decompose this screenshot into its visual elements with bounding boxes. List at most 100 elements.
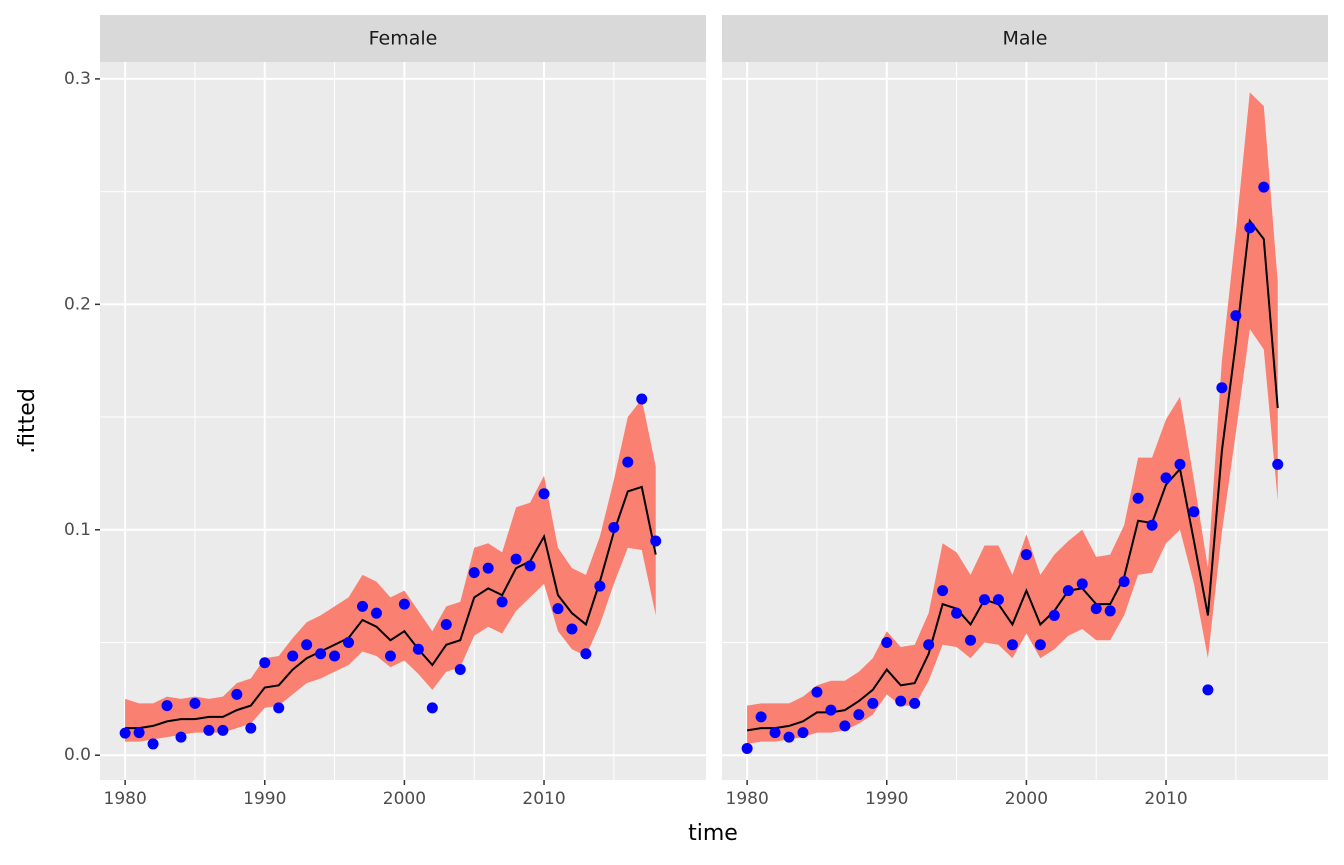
observed-point — [370, 607, 382, 619]
observed-point — [867, 697, 879, 709]
observed-point — [1174, 458, 1186, 470]
x-tick-label: 1980 — [104, 789, 147, 809]
observed-point — [1132, 492, 1144, 504]
x-tick-label: 2000 — [383, 789, 426, 809]
observed-point — [189, 697, 201, 709]
observed-point — [951, 607, 963, 619]
observed-point — [119, 727, 131, 739]
observed-point — [755, 711, 767, 723]
observed-point — [594, 580, 606, 592]
fitted-line — [125, 485, 657, 730]
strip — [100, 15, 706, 62]
observed-point — [741, 742, 753, 754]
observed-point — [797, 727, 809, 739]
observed-point — [923, 639, 935, 651]
observed-point — [1006, 639, 1018, 651]
observed-point — [412, 643, 424, 655]
x-tick-label: 2010 — [1144, 789, 1187, 809]
observed-point — [398, 598, 410, 610]
observed-point — [650, 535, 662, 547]
observed-point — [1146, 519, 1158, 531]
observed-point — [965, 634, 977, 646]
x-tick-label: 1990 — [865, 789, 908, 809]
observed-point — [203, 724, 215, 736]
observed-point — [524, 560, 536, 572]
observed-point — [1048, 609, 1060, 621]
observed-point — [510, 553, 522, 565]
y-tick-label: 0.1 — [64, 520, 91, 540]
observed-point — [482, 562, 494, 574]
x-tick-label: 2010 — [522, 789, 565, 809]
observed-point — [552, 603, 564, 615]
x-tick-label: 1980 — [726, 789, 769, 809]
observed-point — [287, 650, 299, 662]
observed-point — [426, 702, 438, 714]
observed-point — [937, 585, 949, 597]
observed-point — [440, 618, 452, 630]
strip-label: Male — [1002, 28, 1047, 50]
x-tick-label: 2000 — [1005, 789, 1048, 809]
observed-point — [1216, 382, 1228, 394]
observed-point — [1272, 458, 1284, 470]
observed-point — [496, 596, 508, 608]
observed-point — [1258, 181, 1270, 193]
observed-point — [329, 650, 341, 662]
observed-point — [992, 594, 1004, 606]
observed-point — [881, 636, 893, 648]
observed-point — [783, 731, 795, 743]
observed-point — [175, 731, 187, 743]
observed-point — [1062, 585, 1074, 597]
observed-point — [1230, 310, 1242, 322]
observed-point — [622, 456, 634, 468]
observed-point — [1104, 605, 1116, 617]
y-axis-title: .fitted — [15, 388, 40, 454]
observed-point — [839, 720, 851, 732]
observed-point — [1076, 578, 1088, 590]
observed-point — [343, 636, 355, 648]
observed-point — [231, 688, 243, 700]
observed-point — [825, 704, 837, 716]
observed-point — [1118, 576, 1130, 588]
observed-point — [454, 664, 466, 676]
observed-point — [217, 724, 229, 736]
observed-point — [273, 702, 285, 714]
observed-point — [580, 648, 592, 660]
observed-point — [853, 709, 865, 721]
observed-point — [636, 393, 648, 405]
observed-point — [811, 686, 823, 698]
observed-point — [1034, 639, 1046, 651]
observed-point — [1244, 222, 1256, 234]
observed-point — [979, 594, 991, 606]
strip-label: Female — [369, 28, 438, 50]
observed-point — [245, 722, 257, 734]
observed-point — [147, 738, 159, 750]
panel — [100, 62, 706, 780]
observed-point — [895, 695, 907, 707]
y-tick-label: 0.2 — [64, 294, 91, 314]
observed-point — [566, 623, 578, 635]
observed-point — [538, 488, 550, 500]
confidence-band — [125, 399, 656, 742]
y-tick-label: 0.0 — [64, 745, 91, 765]
observed-point — [1090, 603, 1102, 615]
confidence-band — [747, 92, 1278, 744]
observed-point — [468, 567, 480, 579]
observed-point — [1188, 506, 1200, 518]
observed-point — [384, 650, 396, 662]
observed-point — [1020, 549, 1032, 561]
observed-point — [133, 727, 145, 739]
x-tick-label: 1990 — [243, 789, 286, 809]
observed-point — [769, 727, 781, 739]
observed-point — [301, 639, 313, 651]
observed-point — [909, 697, 921, 709]
observed-point — [259, 657, 271, 669]
observed-point — [608, 522, 620, 534]
observed-point — [357, 600, 369, 612]
observed-point — [1160, 472, 1172, 484]
observed-point — [315, 648, 327, 660]
x-axis-title: time — [688, 821, 738, 846]
observed-point — [1202, 684, 1214, 696]
observed-point — [161, 700, 173, 712]
y-tick-label: 0.3 — [64, 69, 91, 89]
